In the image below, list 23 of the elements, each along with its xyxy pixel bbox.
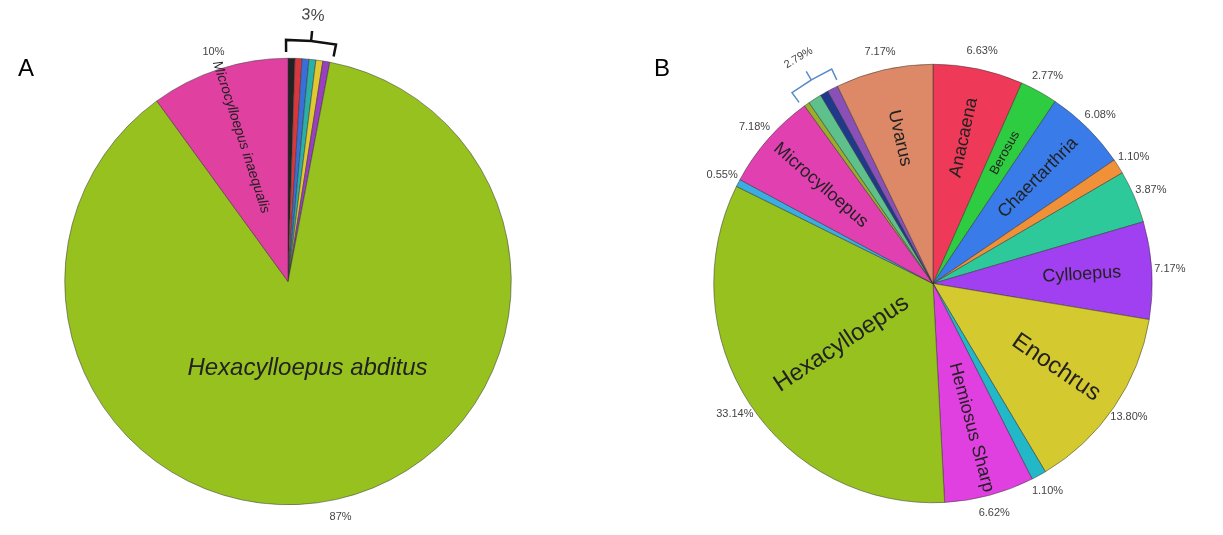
data-label: 3.87% (1135, 182, 1167, 195)
slice-label: Cylloepus (1041, 261, 1122, 286)
data-label: 7.18% (738, 120, 771, 133)
data-label: 87% (329, 509, 352, 522)
data-label: 0.55% (706, 167, 738, 180)
data-label: 1.10% (1117, 149, 1150, 162)
slice-label: Hemiosus Sharp (945, 360, 1000, 495)
text: 3% (300, 5, 326, 26)
chart-title: A (18, 54, 35, 82)
chart-title: B (654, 54, 671, 82)
data-label: 7.17% (864, 45, 896, 58)
slice-label: Hexacylloepus abditus (187, 353, 428, 381)
data-label: 10% (202, 45, 225, 58)
slice-label: Uvarus (884, 107, 917, 168)
data-label: 7.17% (1154, 262, 1186, 275)
data-label: 6.08% (1084, 108, 1116, 121)
data-label: 13.80% (1110, 410, 1148, 423)
data-label: 33.14% (716, 407, 754, 420)
data-label: 2.77% (1031, 68, 1064, 81)
slice-label: Anacaena (944, 94, 982, 180)
data-label: 6.63% (966, 44, 998, 57)
data-label: 1.10% (1031, 484, 1064, 497)
data-label: 6.62% (978, 505, 1011, 518)
